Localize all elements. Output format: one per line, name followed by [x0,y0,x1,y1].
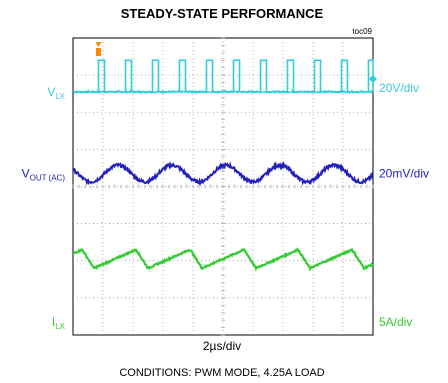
channel-scale-label: 20V/div [379,81,419,95]
trigger-marker-t [96,48,101,56]
channel-label-subscript: LX [55,322,65,331]
traces [72,59,374,272]
time-scale-label: 2µs/div [203,339,241,353]
trace-vlx-noise [72,88,374,95]
channel-label-vout: VOUT (AC) [22,167,66,183]
grid [72,37,374,336]
trace-vout [72,161,374,187]
chart-title: STEADY-STATE PERFORMANCE [121,6,324,21]
channel-label-subscript: LX [55,92,65,101]
channel-label-main: V [47,85,55,99]
channel-scale-label: 20mV/div [379,167,429,181]
channel-label-main: I [52,315,55,329]
trigger-marker [95,42,102,47]
channel-label-vlx: VLX [47,85,65,101]
channel-label-ilx: ILX [52,315,66,331]
vlx-ground-marker [369,74,377,83]
figure-tag: toc09 [352,27,372,36]
markers [95,42,377,83]
channel-label-main: V [22,167,30,181]
plot-area [72,37,377,336]
trace-ilx [72,247,374,272]
channel-scale-label: 5A/div [379,315,412,329]
conditions-label: CONDITIONS: PWM MODE, 4.25A LOAD [119,367,324,379]
channel-label-subscript: OUT (AC) [30,174,66,183]
